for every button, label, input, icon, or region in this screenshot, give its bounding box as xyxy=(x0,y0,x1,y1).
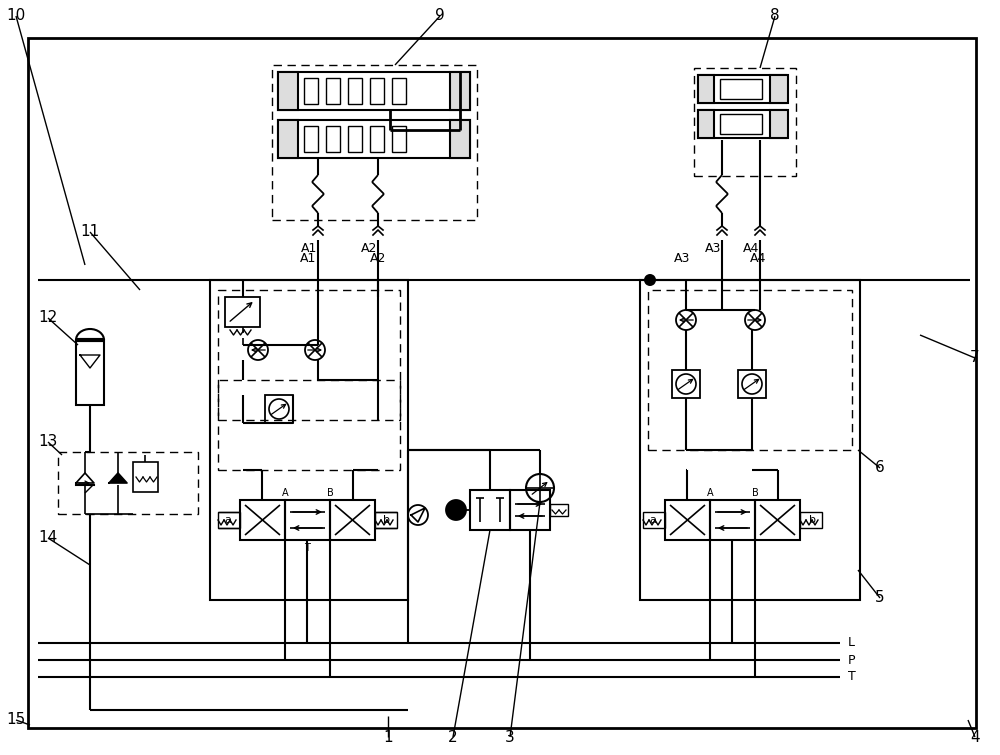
Bar xyxy=(278,72,298,110)
Bar xyxy=(450,72,470,110)
Bar xyxy=(348,126,362,152)
Bar xyxy=(58,452,198,514)
Text: A2: A2 xyxy=(370,251,386,264)
Bar xyxy=(698,110,786,138)
Bar xyxy=(218,380,400,470)
Text: 15: 15 xyxy=(6,713,26,728)
Bar xyxy=(800,512,822,528)
Bar xyxy=(770,110,788,138)
Bar xyxy=(278,120,298,158)
Polygon shape xyxy=(109,473,127,483)
Text: A1: A1 xyxy=(301,242,317,254)
Bar xyxy=(648,290,852,450)
Bar xyxy=(710,500,755,540)
Text: P: P xyxy=(848,654,856,667)
Bar xyxy=(470,490,510,530)
Bar xyxy=(672,370,700,398)
Bar xyxy=(265,395,293,423)
Text: 7: 7 xyxy=(970,350,980,365)
Text: A2: A2 xyxy=(361,242,377,254)
Bar xyxy=(218,290,400,420)
Text: A4: A4 xyxy=(743,242,759,254)
Text: A3: A3 xyxy=(705,242,721,254)
Bar xyxy=(285,500,330,540)
Text: 2: 2 xyxy=(448,729,458,744)
Bar xyxy=(76,340,104,405)
Bar xyxy=(225,297,260,327)
Bar xyxy=(450,120,470,158)
Bar xyxy=(770,75,788,103)
Bar xyxy=(694,68,796,176)
Bar xyxy=(218,512,240,528)
Text: a: a xyxy=(225,515,231,525)
Bar xyxy=(738,370,766,398)
Bar xyxy=(698,110,714,138)
Text: A: A xyxy=(282,488,288,498)
Text: 6: 6 xyxy=(875,461,885,476)
Bar xyxy=(240,500,285,540)
Bar xyxy=(326,78,340,104)
Bar xyxy=(720,79,762,99)
Text: 3: 3 xyxy=(505,729,515,744)
Bar xyxy=(272,65,477,220)
Text: 8: 8 xyxy=(770,8,780,23)
Text: A: A xyxy=(707,488,713,498)
Bar xyxy=(375,512,397,528)
Bar xyxy=(278,72,470,110)
Bar xyxy=(643,512,665,528)
Text: 9: 9 xyxy=(435,8,445,23)
Bar xyxy=(755,500,800,540)
Text: b: b xyxy=(808,515,816,525)
Circle shape xyxy=(644,274,656,286)
Text: 5: 5 xyxy=(875,590,885,606)
Text: A1: A1 xyxy=(300,251,316,264)
Bar xyxy=(304,78,318,104)
Bar xyxy=(278,120,470,158)
Text: T: T xyxy=(304,543,310,553)
Text: B: B xyxy=(752,488,758,498)
Bar xyxy=(210,280,408,600)
Text: 10: 10 xyxy=(6,8,26,23)
Bar xyxy=(392,78,406,104)
Text: B: B xyxy=(327,488,333,498)
Bar xyxy=(370,78,384,104)
Bar xyxy=(640,280,860,600)
Bar xyxy=(698,75,714,103)
Text: 1: 1 xyxy=(383,729,393,744)
Bar xyxy=(133,462,158,492)
Bar xyxy=(370,126,384,152)
Text: A4: A4 xyxy=(750,251,766,264)
Bar xyxy=(326,126,340,152)
Bar xyxy=(720,114,762,134)
Bar xyxy=(348,78,362,104)
Text: L: L xyxy=(848,636,855,649)
Text: 4: 4 xyxy=(970,729,980,744)
Bar xyxy=(330,500,375,540)
Text: 12: 12 xyxy=(38,310,58,325)
Text: 11: 11 xyxy=(80,224,100,239)
Text: 14: 14 xyxy=(38,531,58,546)
Text: T: T xyxy=(848,670,856,683)
Text: 13: 13 xyxy=(38,434,58,449)
Bar xyxy=(392,126,406,152)
Bar xyxy=(510,490,550,530)
Text: a: a xyxy=(650,515,656,525)
Bar xyxy=(304,126,318,152)
Circle shape xyxy=(446,500,466,520)
Bar xyxy=(550,504,568,516)
Text: b: b xyxy=(384,515,390,525)
Bar xyxy=(698,75,786,103)
Text: A3: A3 xyxy=(674,251,690,264)
Bar xyxy=(665,500,710,540)
